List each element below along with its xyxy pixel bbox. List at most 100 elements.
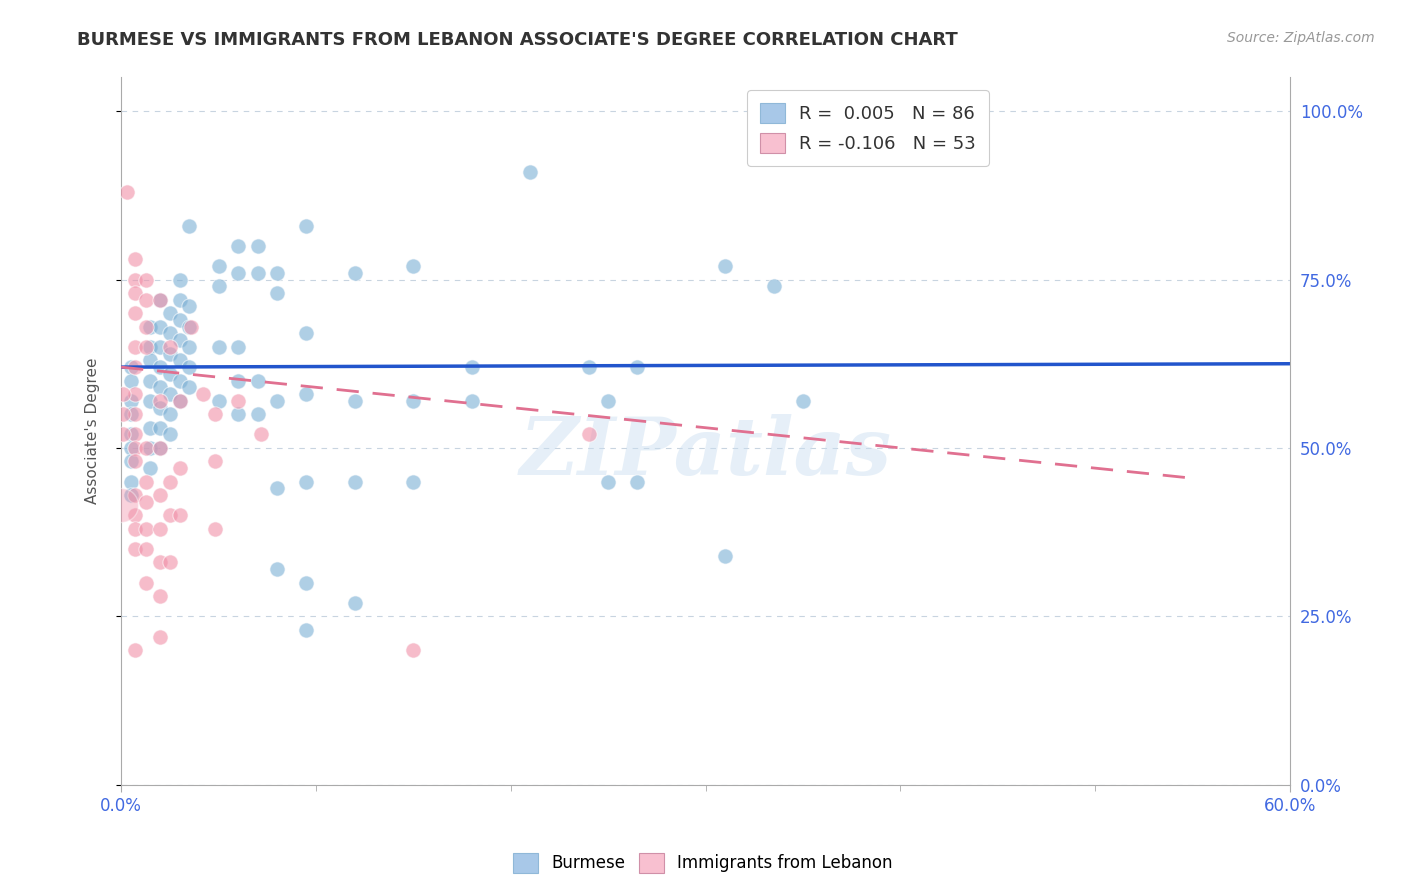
Point	[343, 596, 366, 610]
Point	[135, 575, 157, 590]
Point	[179, 319, 201, 334]
Point	[149, 630, 172, 644]
Point	[124, 643, 146, 657]
Point	[179, 380, 201, 394]
Point	[159, 340, 181, 354]
Point	[149, 401, 172, 415]
Point	[124, 508, 146, 523]
Point	[124, 285, 146, 300]
Point	[124, 407, 146, 421]
Point	[266, 285, 288, 300]
Point	[149, 556, 172, 570]
Point	[179, 300, 201, 314]
Legend: Burmese, Immigrants from Lebanon: Burmese, Immigrants from Lebanon	[506, 847, 900, 880]
Point	[169, 393, 191, 408]
Point	[124, 340, 146, 354]
Point	[295, 575, 318, 590]
Point	[266, 562, 288, 576]
Point	[250, 427, 273, 442]
Point	[207, 279, 229, 293]
Point	[139, 353, 162, 368]
Point	[402, 393, 425, 408]
Point	[204, 522, 226, 536]
Point	[124, 252, 146, 267]
Point	[115, 185, 138, 199]
Point	[343, 393, 366, 408]
Point	[135, 495, 157, 509]
Point	[120, 374, 142, 388]
Point	[124, 454, 146, 468]
Text: BURMESE VS IMMIGRANTS FROM LEBANON ASSOCIATE'S DEGREE CORRELATION CHART: BURMESE VS IMMIGRANTS FROM LEBANON ASSOC…	[77, 31, 957, 49]
Point	[578, 360, 600, 375]
Point	[169, 333, 191, 347]
Point	[266, 266, 288, 280]
Point	[139, 319, 162, 334]
Point	[714, 549, 737, 563]
Point	[578, 427, 600, 442]
Point	[295, 219, 318, 233]
Point	[159, 427, 181, 442]
Point	[169, 393, 191, 408]
Point	[112, 427, 135, 442]
Point	[204, 407, 226, 421]
Point	[207, 340, 229, 354]
Point	[169, 353, 191, 368]
Point	[169, 374, 191, 388]
Point	[149, 293, 172, 307]
Point	[124, 272, 146, 286]
Point	[159, 556, 181, 570]
Point	[149, 360, 172, 375]
Point	[226, 266, 249, 280]
Point	[149, 340, 172, 354]
Point	[519, 165, 541, 179]
Point	[149, 293, 172, 307]
Point	[112, 387, 135, 401]
Point	[246, 266, 269, 280]
Point	[598, 475, 620, 489]
Point	[139, 461, 162, 475]
Point	[159, 367, 181, 381]
Point	[461, 360, 484, 375]
Point	[179, 340, 201, 354]
Point	[204, 454, 226, 468]
Point	[124, 427, 146, 442]
Point	[149, 421, 172, 435]
Point	[246, 407, 269, 421]
Point	[135, 541, 157, 556]
Point	[169, 272, 191, 286]
Point	[226, 239, 249, 253]
Point	[149, 522, 172, 536]
Point	[169, 293, 191, 307]
Point	[246, 239, 269, 253]
Point	[226, 407, 249, 421]
Point	[120, 441, 142, 455]
Point	[714, 259, 737, 273]
Point	[135, 441, 157, 455]
Point	[266, 393, 288, 408]
Point	[792, 393, 814, 408]
Point	[149, 589, 172, 603]
Point	[191, 387, 214, 401]
Point	[461, 393, 484, 408]
Point	[149, 441, 172, 455]
Point	[135, 293, 157, 307]
Point	[179, 219, 201, 233]
Point	[149, 441, 172, 455]
Point	[179, 360, 201, 375]
Point	[266, 481, 288, 495]
Point	[180, 319, 202, 334]
Legend: R =  0.005   N = 86, R = -0.106   N = 53: R = 0.005 N = 86, R = -0.106 N = 53	[747, 90, 988, 166]
Point	[169, 461, 191, 475]
Point	[135, 319, 157, 334]
Point	[135, 340, 157, 354]
Y-axis label: Associate's Degree: Associate's Degree	[86, 358, 100, 504]
Point	[124, 488, 146, 502]
Point	[124, 387, 146, 401]
Point	[149, 488, 172, 502]
Text: Source: ZipAtlas.com: Source: ZipAtlas.com	[1227, 31, 1375, 45]
Point	[120, 488, 142, 502]
Point	[295, 387, 318, 401]
Point	[139, 340, 162, 354]
Point	[120, 427, 142, 442]
Point	[402, 259, 425, 273]
